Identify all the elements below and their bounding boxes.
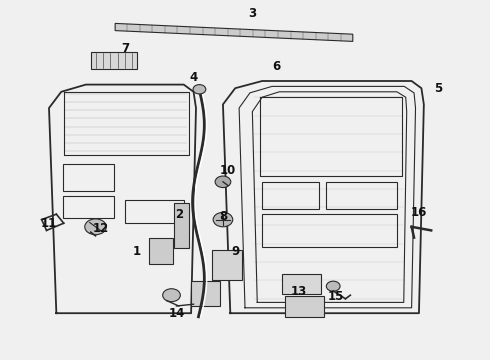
Text: 12: 12	[92, 222, 109, 235]
Text: 5: 5	[435, 82, 442, 95]
Text: 8: 8	[219, 210, 227, 222]
FancyBboxPatch shape	[191, 281, 220, 306]
Text: 14: 14	[168, 307, 185, 320]
Circle shape	[213, 212, 233, 227]
FancyBboxPatch shape	[282, 274, 321, 294]
Polygon shape	[115, 23, 353, 41]
FancyBboxPatch shape	[285, 296, 324, 317]
Text: 16: 16	[411, 206, 427, 219]
Circle shape	[326, 281, 340, 291]
Text: 1: 1	[133, 246, 141, 258]
FancyBboxPatch shape	[149, 238, 173, 264]
FancyBboxPatch shape	[91, 52, 137, 69]
Text: 15: 15	[327, 291, 344, 303]
FancyBboxPatch shape	[212, 250, 242, 280]
Text: 13: 13	[291, 285, 307, 298]
Text: 6: 6	[273, 60, 281, 73]
Text: 3: 3	[248, 7, 256, 20]
Text: 2: 2	[175, 208, 183, 221]
Circle shape	[85, 219, 106, 235]
Circle shape	[215, 176, 231, 188]
FancyBboxPatch shape	[174, 203, 189, 248]
Text: 7: 7	[121, 42, 129, 55]
Text: 10: 10	[220, 165, 236, 177]
Text: 9: 9	[231, 246, 239, 258]
Text: 11: 11	[41, 217, 57, 230]
Text: 4: 4	[190, 71, 197, 84]
Circle shape	[193, 85, 206, 94]
Circle shape	[163, 289, 180, 302]
